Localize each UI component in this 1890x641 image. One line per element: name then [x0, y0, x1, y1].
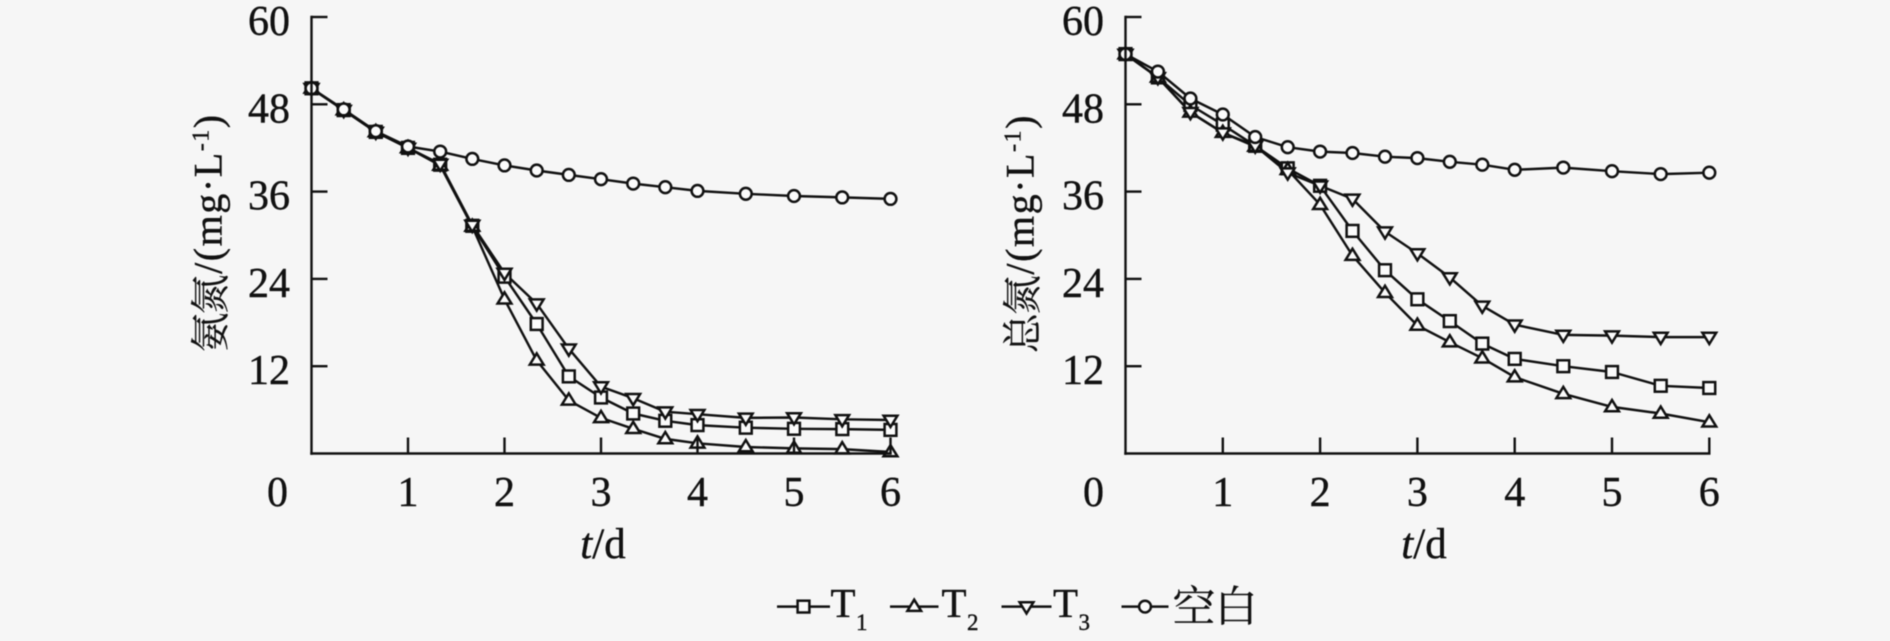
svg-text:0: 0 [267, 470, 288, 516]
svg-text:3: 3 [591, 470, 612, 516]
svg-text:36: 36 [248, 174, 290, 220]
svg-text:12: 12 [248, 348, 290, 394]
svg-text:5: 5 [1602, 470, 1623, 516]
svg-text:2: 2 [1310, 470, 1331, 516]
svg-text:3: 3 [1079, 610, 1091, 635]
svg-text:5: 5 [784, 470, 805, 516]
svg-text:36: 36 [1062, 174, 1104, 220]
svg-text:12: 12 [1062, 348, 1104, 394]
svg-text:6: 6 [880, 470, 901, 516]
svg-text:60: 60 [248, 0, 290, 45]
svg-text:4: 4 [1504, 470, 1525, 516]
svg-text:24: 24 [248, 261, 290, 307]
svg-text:1: 1 [398, 470, 419, 516]
svg-text:1: 1 [856, 610, 868, 635]
svg-text:24: 24 [1062, 261, 1104, 307]
svg-text:0: 0 [1083, 470, 1104, 516]
svg-text:48: 48 [248, 86, 290, 132]
svg-text:T: T [831, 580, 856, 626]
svg-text:6: 6 [1699, 470, 1720, 516]
svg-text:60: 60 [1062, 0, 1104, 45]
svg-text:3: 3 [1407, 470, 1428, 516]
svg-text:T: T [942, 580, 967, 626]
svg-text:4: 4 [687, 470, 708, 516]
svg-text:2: 2 [494, 470, 515, 516]
svg-text:t/d: t/d [1401, 521, 1446, 568]
svg-text:/(mg·L-1): /(mg·L-1) [998, 114, 1043, 275]
svg-text:48: 48 [1062, 86, 1104, 132]
svg-text:1: 1 [1212, 470, 1233, 516]
svg-text:t/d: t/d [580, 521, 625, 568]
svg-text:2: 2 [967, 610, 979, 635]
svg-text:T: T [1053, 580, 1078, 626]
